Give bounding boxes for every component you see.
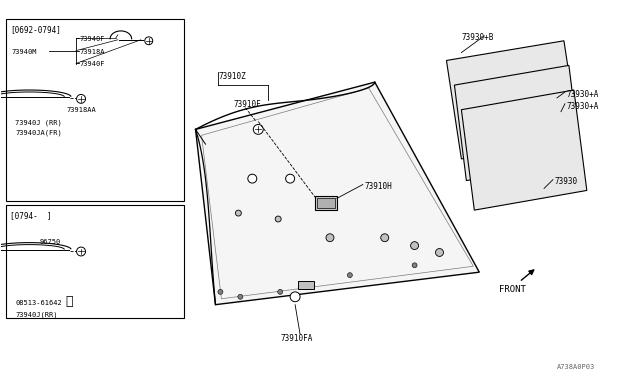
Text: 73910FA: 73910FA xyxy=(280,334,312,343)
Text: FRONT: FRONT xyxy=(499,285,526,294)
Bar xyxy=(315,196,337,210)
Text: 73940F: 73940F xyxy=(79,61,104,67)
Bar xyxy=(6,205,184,318)
Text: A738A0P03: A738A0P03 xyxy=(557,364,595,370)
Circle shape xyxy=(77,247,86,256)
Bar xyxy=(298,281,314,289)
Circle shape xyxy=(238,294,243,299)
Text: 73940J(RR): 73940J(RR) xyxy=(15,312,58,318)
Polygon shape xyxy=(461,90,587,210)
Text: 73940JA(FR): 73940JA(FR) xyxy=(15,129,62,136)
Text: 73910H: 73910H xyxy=(365,182,392,190)
Bar xyxy=(317,198,335,208)
Circle shape xyxy=(236,210,241,216)
Circle shape xyxy=(218,289,223,294)
Circle shape xyxy=(290,292,300,302)
Circle shape xyxy=(435,248,444,256)
Polygon shape xyxy=(447,41,579,159)
Text: 73918AA: 73918AA xyxy=(66,107,96,113)
Text: 08513-61642: 08513-61642 xyxy=(15,300,62,306)
Circle shape xyxy=(348,273,353,278)
Text: 96750: 96750 xyxy=(39,239,60,245)
Circle shape xyxy=(275,216,281,222)
Text: 73910Z: 73910Z xyxy=(218,72,246,81)
Text: Ⓢ: Ⓢ xyxy=(65,295,72,308)
Circle shape xyxy=(326,234,334,242)
Circle shape xyxy=(248,174,257,183)
Text: 73910F: 73910F xyxy=(234,100,261,109)
Circle shape xyxy=(253,125,263,134)
Text: 73918A: 73918A xyxy=(79,49,104,55)
Text: 73940M: 73940M xyxy=(12,49,37,55)
Circle shape xyxy=(285,174,294,183)
Text: 73930+B: 73930+B xyxy=(461,33,493,42)
Text: 73940J (RR): 73940J (RR) xyxy=(15,119,62,126)
Circle shape xyxy=(145,37,153,45)
Circle shape xyxy=(278,289,283,294)
Bar xyxy=(6,19,184,201)
Polygon shape xyxy=(196,82,479,305)
Circle shape xyxy=(381,234,388,242)
Text: 73930: 73930 xyxy=(555,177,578,186)
Text: [0794-  ]: [0794- ] xyxy=(10,211,52,220)
Circle shape xyxy=(412,263,417,268)
Text: 73930+A: 73930+A xyxy=(567,102,599,111)
Polygon shape xyxy=(454,65,581,180)
Circle shape xyxy=(77,94,86,103)
Text: [0692-0794]: [0692-0794] xyxy=(10,25,61,34)
Circle shape xyxy=(411,242,419,250)
Text: 73930+A: 73930+A xyxy=(567,90,599,99)
Text: 73940F: 73940F xyxy=(79,36,104,42)
